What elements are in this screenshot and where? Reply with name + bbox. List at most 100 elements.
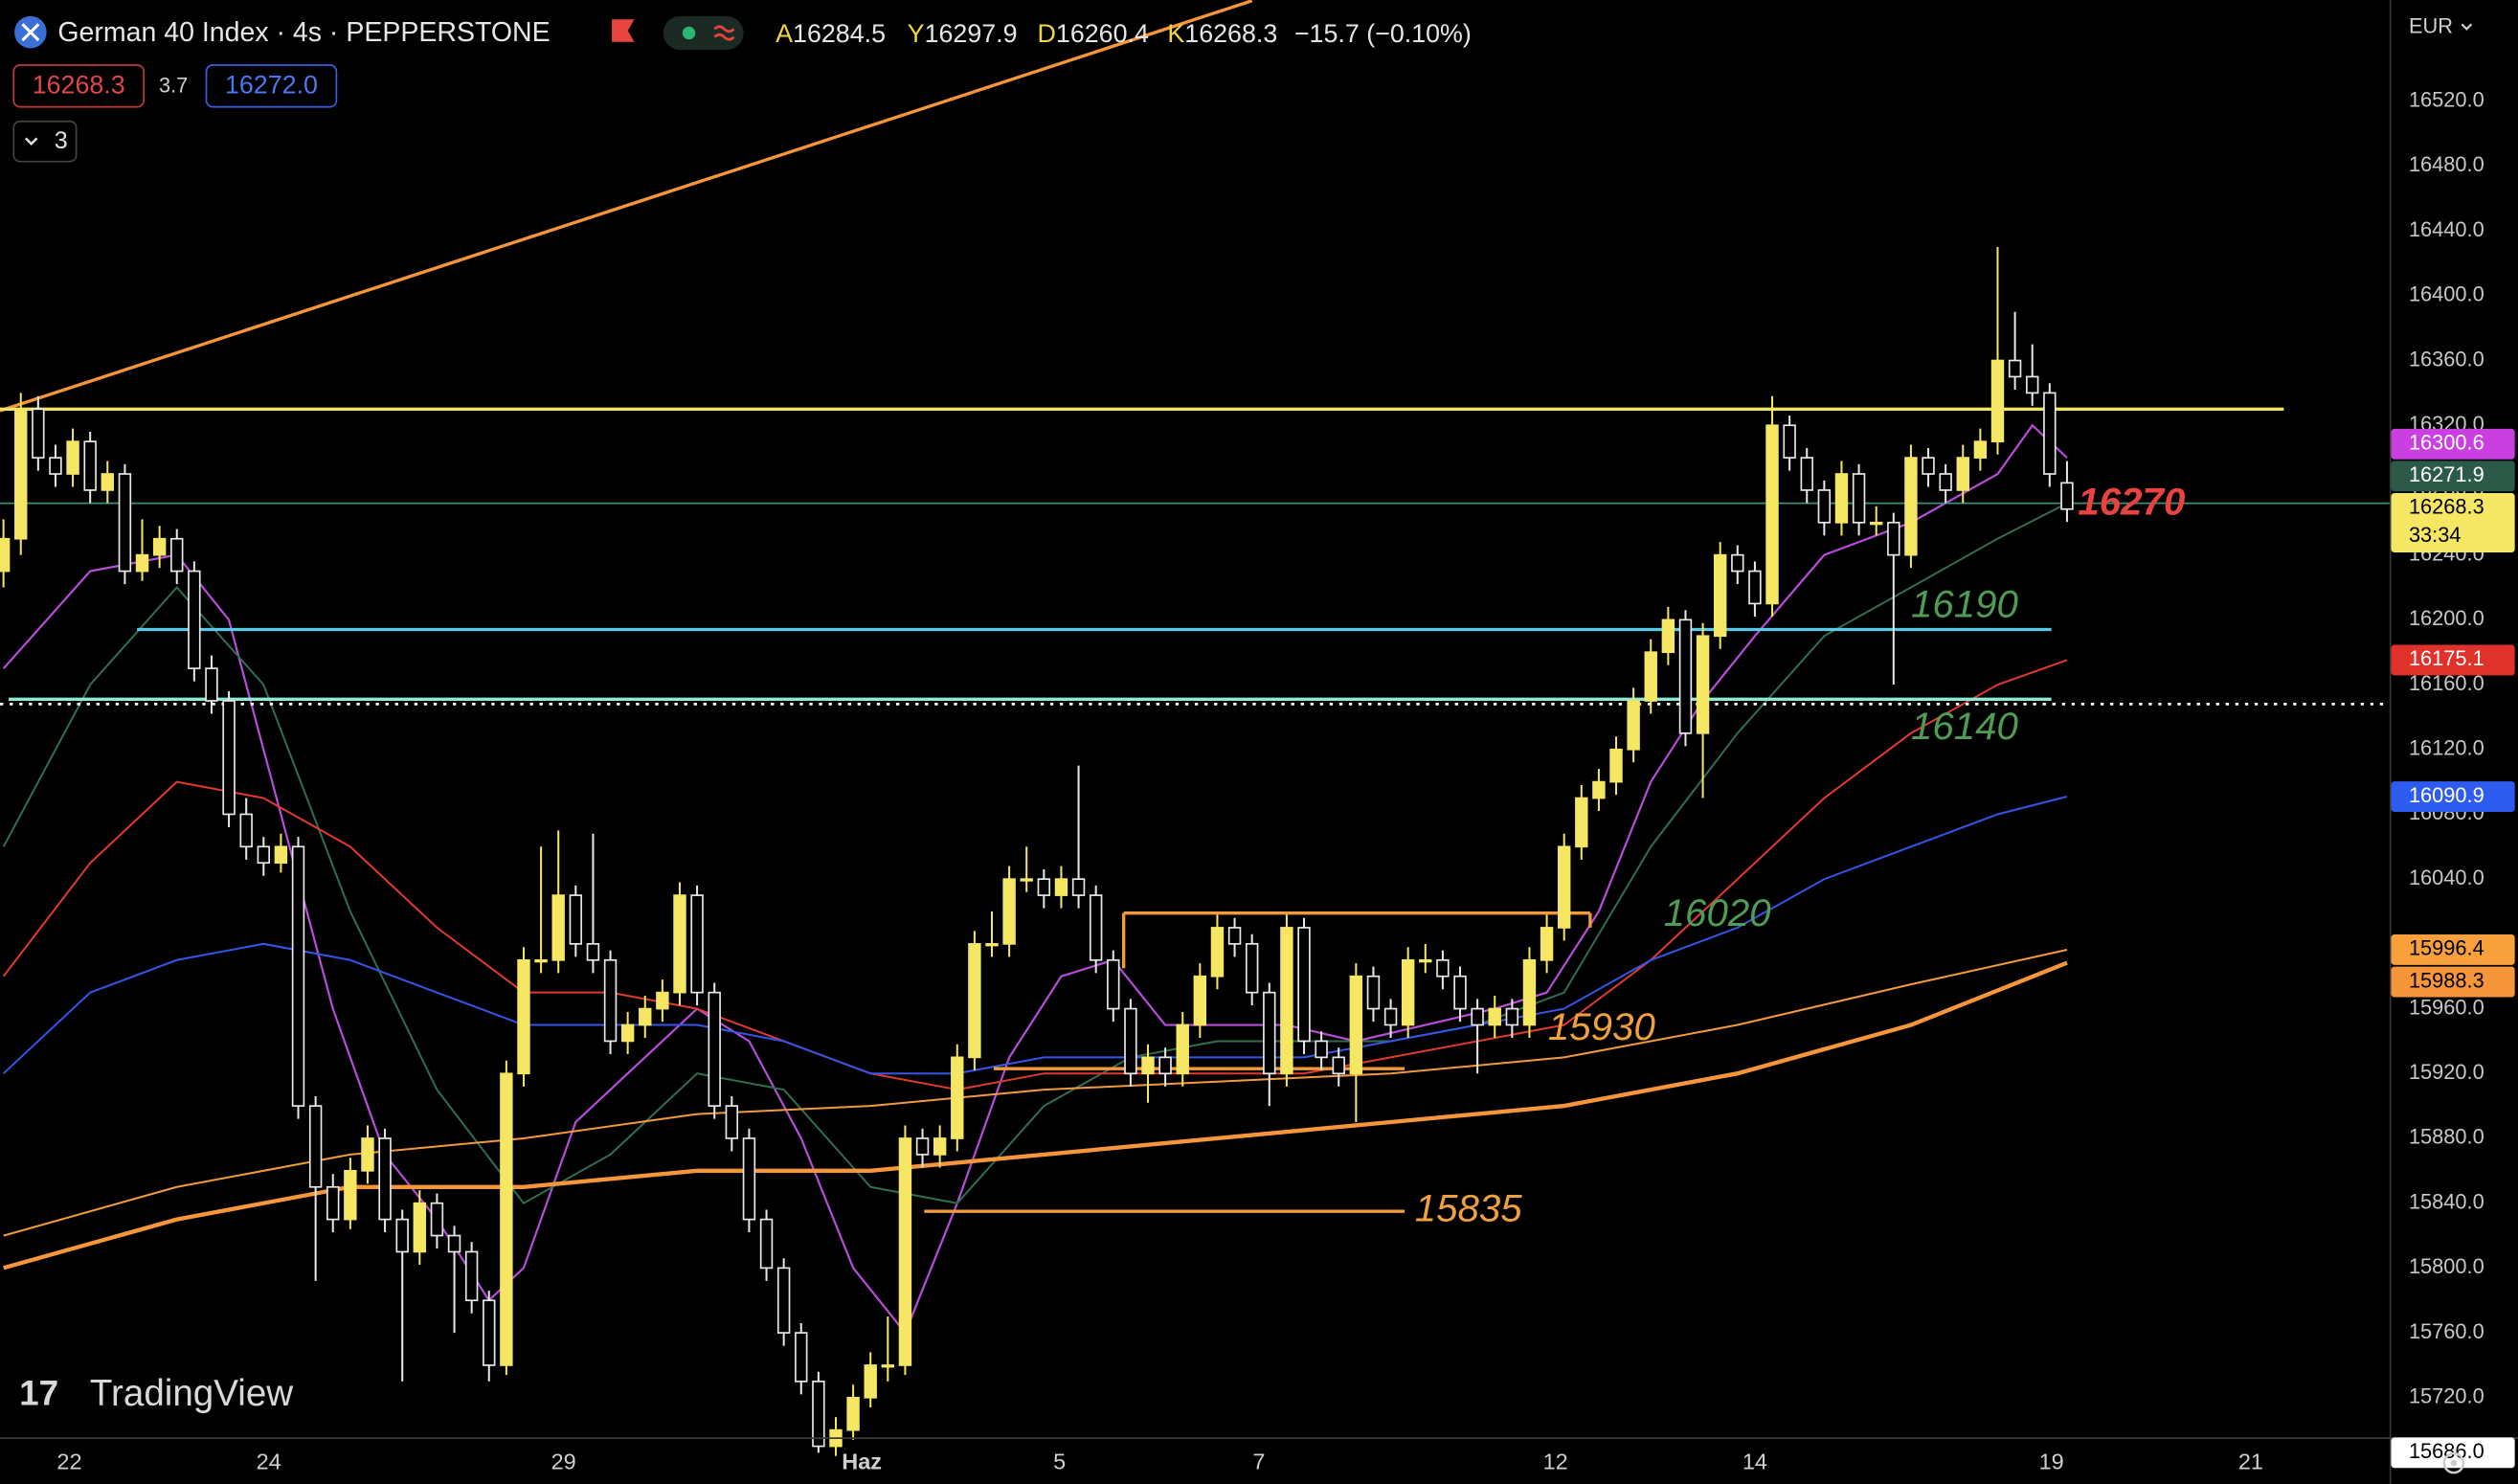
candle-body [1315, 1040, 1328, 1059]
level-annotation: 15930 [1548, 1005, 1656, 1048]
ask-price[interactable]: 16272.0 [225, 71, 318, 100]
candle-body [1956, 457, 1969, 491]
level-annotation: 16190 [1911, 583, 2019, 626]
candle-body [1783, 424, 1796, 459]
x-tick-label: 22 [56, 1449, 81, 1473]
candle-body [222, 700, 236, 816]
candle-body [1852, 473, 1866, 524]
candle-body [708, 991, 721, 1107]
status-pill[interactable] [663, 15, 744, 51]
candle-body [152, 537, 167, 556]
candle-body [1939, 473, 1952, 491]
candle-body [1158, 1056, 1172, 1075]
candle-body [1505, 1007, 1519, 1026]
price-tag [2391, 492, 2515, 553]
x-tick-label: Haz [842, 1449, 882, 1473]
candle-body [1436, 958, 1450, 978]
candle-body [1800, 457, 1813, 491]
candle-body [118, 473, 132, 573]
x-tick-label: 29 [551, 1449, 576, 1473]
candle-body [1054, 878, 1068, 896]
candle-body [326, 1185, 340, 1221]
candle-body [725, 1105, 739, 1139]
candle-body [1349, 975, 1363, 1075]
candle-body [639, 1007, 652, 1026]
candle-body [239, 813, 253, 848]
flag-icon[interactable] [612, 19, 635, 42]
candle-body [1453, 975, 1467, 1010]
candle-body [933, 1137, 947, 1156]
candle-body [1817, 489, 1832, 524]
status-dot [682, 26, 696, 40]
moving-average-line [3, 949, 2068, 1237]
price-tag [2391, 781, 2515, 812]
candle-body [1592, 780, 1606, 799]
candle-body [1002, 878, 1016, 945]
x-tick-label: 14 [1742, 1449, 1767, 1473]
candle-body [1263, 991, 1276, 1075]
symbol-title: German 40 Index · 4s · PEPPERSTONE [57, 17, 550, 48]
ohlc-close: K16268.3 [1167, 19, 1277, 48]
y-tick-label: 16200.0 [2409, 606, 2484, 630]
bid-box[interactable] [12, 64, 145, 108]
moving-average-line [2, 502, 2068, 1205]
ask-box[interactable] [205, 64, 338, 108]
settings-icon[interactable] [2442, 1451, 2465, 1474]
bid-price[interactable]: 16268.3 [33, 71, 125, 100]
candle-body [2043, 392, 2057, 475]
candle-body [742, 1137, 756, 1221]
candle-body [1383, 1007, 1398, 1026]
candle-body [1748, 570, 1762, 605]
candle-body [1176, 1023, 1189, 1075]
candle-body [1731, 553, 1744, 573]
candle-body [361, 1137, 374, 1172]
candle-body [1540, 927, 1554, 961]
price-tag [2391, 428, 2515, 460]
level-annotation: 16020 [1664, 891, 1772, 934]
status-wave [713, 25, 735, 41]
indicator-count[interactable]: 3 [55, 127, 68, 154]
candle-body [1522, 958, 1537, 1026]
candle-body [32, 408, 45, 459]
candle-body [1990, 359, 2005, 442]
candle-body [656, 991, 669, 1010]
candle-body [49, 457, 62, 475]
candle-body [413, 1202, 427, 1253]
candle-body [1713, 553, 1727, 638]
price-tag [2391, 934, 2515, 965]
price-tag-label: 16175.1 [2409, 646, 2484, 670]
indicator-toggle[interactable] [12, 120, 78, 163]
candle-body [1644, 651, 1657, 702]
candle-body [1227, 927, 1242, 945]
candle-body [170, 537, 184, 573]
ohlc-high: Y16297.9 [908, 19, 1018, 48]
currency[interactable]: EUR [2409, 13, 2453, 37]
y-tick-label: 15920.0 [2409, 1060, 2484, 1084]
candle-body [759, 1218, 774, 1270]
candle-body [188, 570, 201, 669]
candle-body [1124, 1007, 1137, 1075]
candle-body [1089, 894, 1103, 961]
candle-body [464, 1250, 479, 1302]
candle-body [1193, 975, 1207, 1026]
symbol-icon-glyph [21, 23, 40, 42]
candle-body [1020, 878, 1033, 882]
candle-body [690, 894, 704, 994]
candle-body [447, 1234, 461, 1253]
ohlc-value: 16297.9 [925, 19, 1018, 48]
candle-body [2060, 482, 2074, 510]
candle-body [603, 958, 618, 1043]
ohlc-key: K [1167, 19, 1184, 48]
candle-body [274, 845, 288, 865]
header: German 40 Index · 4s · PEPPERSTONE A1628… [12, 13, 2473, 1474]
spread: 3.7 [159, 73, 188, 97]
candle-body [483, 1299, 496, 1366]
candle-body [551, 894, 565, 961]
candle-body [1627, 700, 1640, 751]
candle-body [205, 667, 218, 702]
price-tag [2391, 461, 2515, 492]
y-tick-label: 16440.0 [2409, 217, 2484, 241]
moving-average-line [2, 659, 2068, 1091]
candle-body [569, 894, 583, 945]
